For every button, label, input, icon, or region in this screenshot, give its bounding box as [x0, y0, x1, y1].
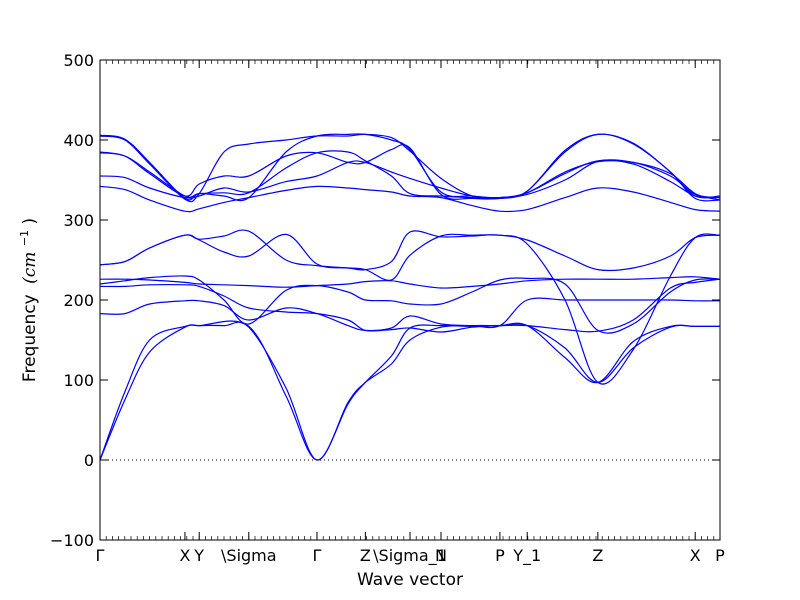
y-tick-label: 200 [63, 291, 94, 310]
x-tick-label: Z [592, 546, 603, 565]
x-tick-label: Γ [96, 546, 105, 565]
x-tick-label: \Sigma_1 [373, 546, 447, 566]
dispersion-branch-3 [100, 297, 720, 332]
y-axis-tick-labels: −100 0 100 200 300 400 500 [50, 51, 94, 550]
x-tick-label: P [495, 546, 505, 565]
x-tick-label: Γ [313, 546, 322, 565]
y-axis-label-text: Frequency [20, 294, 40, 382]
dispersion-branch-14 [100, 133, 720, 202]
dispersion-branch-8 [100, 229, 720, 281]
y-tick-label: 100 [63, 371, 94, 390]
y-tick-label: 0 [84, 451, 94, 470]
x-tick-label: Y [193, 546, 204, 565]
dispersion-branch-2 [100, 321, 720, 461]
y-axis-ticks [100, 59, 720, 541]
x-tick-label: Z [360, 546, 371, 565]
x-tick-label: N [435, 546, 447, 565]
dispersion-branch-5 [100, 275, 720, 334]
x-tick-label: \Sigma [221, 546, 277, 565]
y-axis-label-unit-exp: −1 [18, 230, 31, 246]
dispersion-branch-9 [100, 185, 720, 213]
dispersion-branch-12 [100, 143, 720, 201]
y-tick-label: −100 [50, 531, 94, 550]
x-axis-label: Wave vector [357, 570, 463, 590]
x-axis-minor-ticks [99, 60, 721, 540]
dispersion-curves [100, 133, 720, 461]
dispersion-branch-6 [100, 276, 720, 289]
y-axis-label-unit: (cm [20, 252, 40, 284]
x-tick-label: X [690, 546, 701, 565]
y-tick-label: 500 [63, 51, 94, 70]
dispersion-branch-4 [100, 278, 720, 333]
x-tick-label: P [715, 546, 725, 565]
x-tick-label: Y_1 [512, 546, 541, 566]
y-tick-label: 400 [63, 131, 94, 150]
y-axis-label: Frequency (cm −1 ) [13, 218, 40, 382]
x-tick-label: X [179, 546, 190, 565]
x-axis-tick-labels: Γ X Y \Sigma Γ Z \Sigma_1N P Y_1 Z X P [96, 546, 726, 566]
y-tick-label: 300 [63, 211, 94, 230]
y-axis-label-unit-close: ) [20, 218, 40, 225]
